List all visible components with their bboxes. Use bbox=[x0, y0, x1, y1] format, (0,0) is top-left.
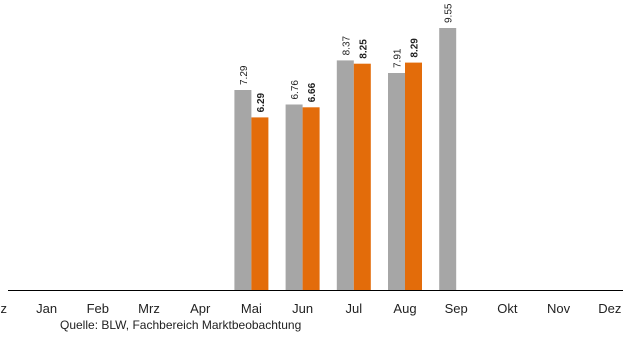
value-label: 9.55 bbox=[444, 3, 455, 23]
value-label: 6.76 bbox=[290, 80, 301, 100]
bar bbox=[336, 60, 354, 291]
value-label: 6.66 bbox=[307, 82, 318, 102]
bar bbox=[439, 28, 457, 290]
x-tick-label: Jun bbox=[292, 301, 313, 316]
bar bbox=[285, 104, 303, 290]
x-tick-label: Mrz bbox=[138, 301, 160, 316]
bar bbox=[405, 62, 422, 290]
value-label: 8.37 bbox=[341, 35, 352, 55]
x-tick-label: Apr bbox=[190, 301, 211, 316]
bar bbox=[388, 73, 405, 290]
x-tick-label: Feb bbox=[87, 301, 109, 316]
x-tick-label: Okt bbox=[497, 301, 518, 316]
value-label: 8.29 bbox=[410, 38, 421, 58]
bar bbox=[251, 117, 269, 291]
value-label: 7.29 bbox=[239, 65, 250, 85]
x-tick-label: Jan bbox=[36, 301, 57, 316]
x-tick-label: Mai bbox=[241, 301, 262, 316]
bar bbox=[302, 107, 320, 290]
x-tick-label: Dez bbox=[0, 301, 7, 316]
x-tick-label: Nov bbox=[547, 301, 571, 316]
value-label: 6.29 bbox=[256, 92, 267, 112]
bar bbox=[234, 90, 252, 290]
bar bbox=[353, 63, 371, 291]
value-label: 7.91 bbox=[393, 48, 404, 68]
x-tick-label: Aug bbox=[393, 301, 416, 316]
value-label: 8.25 bbox=[358, 39, 369, 59]
x-tick-label: Sep bbox=[445, 301, 468, 316]
x-tick-label: Dez bbox=[598, 301, 621, 316]
chart-source: Quelle: BLW, Fachbereich Marktbeobachtun… bbox=[60, 318, 302, 332]
x-tick-label: Jul bbox=[345, 301, 362, 316]
